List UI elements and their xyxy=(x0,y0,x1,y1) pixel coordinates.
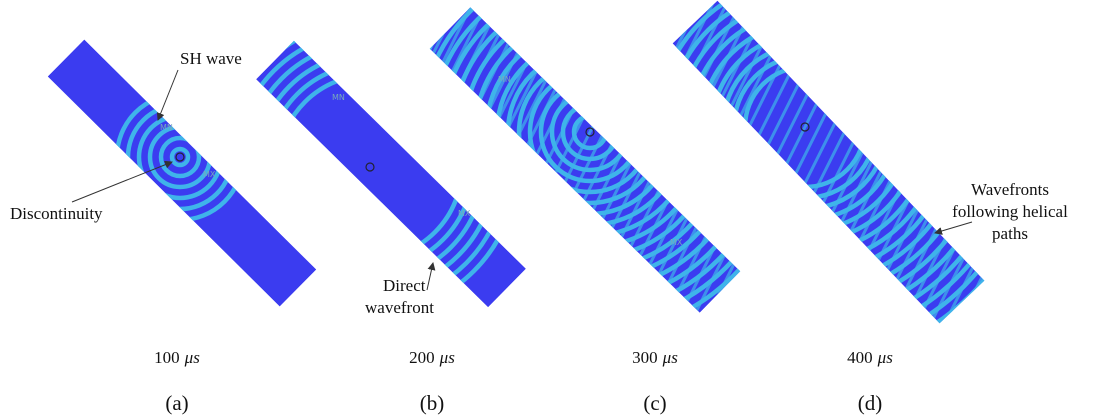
helical-wavefront xyxy=(538,0,838,417)
time-value: 100 xyxy=(154,348,180,367)
arrow xyxy=(935,222,972,233)
annotation: Discontinuity xyxy=(10,204,103,223)
probe-label: MX xyxy=(458,209,471,218)
time-unit: μs xyxy=(184,348,201,367)
annotation: Wavefronts xyxy=(971,180,1049,199)
panel-label: (a) xyxy=(165,391,188,415)
time-value: 400 xyxy=(847,348,873,367)
annotation: wavefront xyxy=(365,298,434,317)
annotation: following helical xyxy=(952,202,1068,221)
time-value: 300 xyxy=(632,348,658,367)
time-unit: μs xyxy=(877,348,894,367)
probe-label: MN xyxy=(332,93,345,102)
probe-label: MX xyxy=(203,170,216,179)
time-value: 200 xyxy=(409,348,435,367)
time-unit: μs xyxy=(662,348,679,367)
helical-wavefront xyxy=(529,0,829,417)
panel-label: (c) xyxy=(643,391,666,415)
panel-label: (d) xyxy=(858,391,883,415)
probe-label: MX xyxy=(670,238,683,247)
annotation: Direct xyxy=(383,276,426,295)
annotation: SH wave xyxy=(180,49,242,68)
probe-label: MN xyxy=(160,123,173,132)
probe-label: MN xyxy=(498,75,511,84)
annotation: paths xyxy=(992,224,1028,243)
arrow xyxy=(427,263,433,290)
arrow xyxy=(158,70,178,120)
time-unit: μs xyxy=(439,348,456,367)
figure: MNMX100μs(a)MNMX200μs(b)MNMX300μs(c)400μ… xyxy=(0,0,1103,417)
panel-label: (b) xyxy=(420,391,445,415)
